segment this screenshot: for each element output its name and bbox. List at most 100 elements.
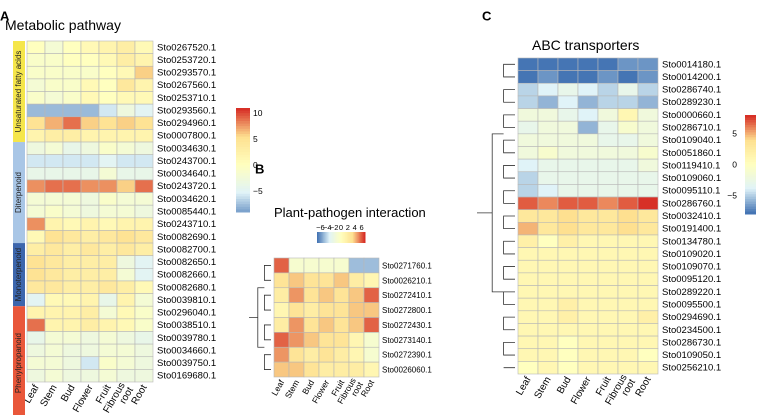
heatmap-cell [617, 361, 639, 375]
heatmap-cell [557, 323, 579, 337]
legend-swatch [745, 189, 756, 193]
row-label: Sto0267520.1 [157, 42, 216, 53]
row-label: Sto0026210.1 [382, 276, 432, 285]
heatmap-cell [80, 192, 100, 206]
heatmap-cell [134, 331, 154, 345]
heatmap-cell [116, 129, 136, 143]
legend-tick: 6 [359, 223, 363, 232]
legend-swatch [354, 232, 356, 243]
heatmap-cell [26, 141, 46, 155]
heatmap-cell [617, 310, 639, 324]
heatmap-cell [134, 192, 154, 206]
heatmap-cell [363, 332, 380, 348]
heatmap-cell [557, 70, 579, 84]
row-label: Sto0082680.1 [157, 282, 216, 293]
heatmap-cell [98, 65, 118, 80]
heatmap-cell [637, 285, 659, 299]
heatmap-cell [333, 287, 350, 303]
heatmap-cell [617, 95, 639, 109]
legend-swatch [320, 232, 323, 243]
heatmap-cell [597, 120, 619, 135]
row-label: Sto0051860.1 [662, 148, 721, 159]
row-label: Sto0034660.1 [157, 345, 216, 356]
heatmap-cell [557, 95, 579, 109]
heatmap-cell [62, 166, 82, 181]
heatmap-cell [517, 82, 539, 97]
heatmap-cell [134, 242, 154, 257]
heatmap-cell [26, 242, 46, 257]
heatmap-cell [348, 272, 365, 289]
legend-swatch [745, 162, 756, 165]
heatmap-cell [98, 242, 118, 257]
heatmap-cell [116, 305, 136, 320]
heatmap-cell [557, 158, 579, 173]
heatmap-cell [62, 369, 82, 383]
heatmap-cell [80, 217, 100, 231]
heatmap-cell [98, 53, 118, 67]
row-label: Sto0253720.1 [157, 55, 216, 66]
heatmap-cell [288, 361, 305, 378]
legend-swatch [342, 232, 344, 243]
heatmap-cell [26, 179, 46, 193]
heatmap-cell [26, 53, 46, 67]
heatmap-cell [80, 268, 100, 282]
heatmap-cell [537, 133, 559, 147]
heatmap-cell [617, 82, 639, 97]
heatmap-cell [537, 310, 559, 324]
heatmap-cell [303, 346, 320, 363]
heatmap-cell [597, 259, 619, 274]
row-label: Sto0293570.1 [157, 68, 216, 79]
heatmap-cell [517, 133, 539, 147]
heatmap-cell [637, 133, 659, 147]
heatmap-cell [62, 141, 82, 155]
legend-swatch [236, 201, 250, 205]
heatmap-cell [597, 57, 619, 71]
heatmap-cell [517, 234, 539, 248]
legend-tick: 0 [339, 223, 343, 232]
row-label: Sto0039780.1 [157, 333, 216, 344]
legend-swatch [335, 232, 337, 243]
heatmap-cell [62, 53, 82, 67]
heatmap-cell [116, 179, 136, 193]
heatmap-cell [26, 255, 46, 269]
heatmap-cell [333, 272, 350, 289]
legend-swatch [745, 199, 756, 203]
heatmap-cell [637, 184, 659, 198]
legend-swatch [350, 232, 353, 243]
heatmap-cell [517, 95, 539, 109]
heatmap-cell [517, 361, 539, 375]
heatmap-cell [637, 171, 659, 185]
heatmap-cell [62, 129, 82, 143]
heatmap-cell [597, 247, 619, 261]
heatmap-cell [557, 57, 579, 71]
legend-swatch [324, 232, 326, 243]
heatmap-cell [617, 259, 639, 274]
legend-swatch [236, 110, 250, 114]
heatmap-cell [617, 158, 639, 173]
group-bar [13, 41, 25, 143]
heatmap-cell [517, 196, 539, 210]
legend-tick: −2 [330, 223, 339, 232]
heatmap-cell [134, 343, 154, 358]
group-label: Phenylpropanoid [14, 333, 23, 393]
heatmap-cell [134, 268, 154, 282]
legend-swatch [745, 127, 756, 131]
legend-swatch [745, 132, 756, 136]
heatmap-cell [363, 361, 380, 378]
heatmap-cell [62, 116, 82, 130]
legend-swatch [344, 232, 347, 243]
legend-swatch [236, 188, 250, 192]
heatmap-cell [318, 332, 335, 348]
heatmap-cell [557, 247, 579, 261]
heatmap-cell [577, 133, 599, 147]
heatmap-cell [597, 297, 619, 312]
column-label: Leaf [514, 375, 533, 398]
heatmap-cell [288, 257, 305, 274]
heatmap-cell [517, 272, 539, 286]
heatmap-cell [44, 318, 64, 332]
legend-swatch [745, 209, 756, 213]
row-label: Sto0095500.1 [662, 299, 721, 310]
legend-swatch [745, 166, 756, 170]
legend-swatch [236, 186, 250, 190]
row-label: Sto0082700.1 [157, 244, 216, 255]
